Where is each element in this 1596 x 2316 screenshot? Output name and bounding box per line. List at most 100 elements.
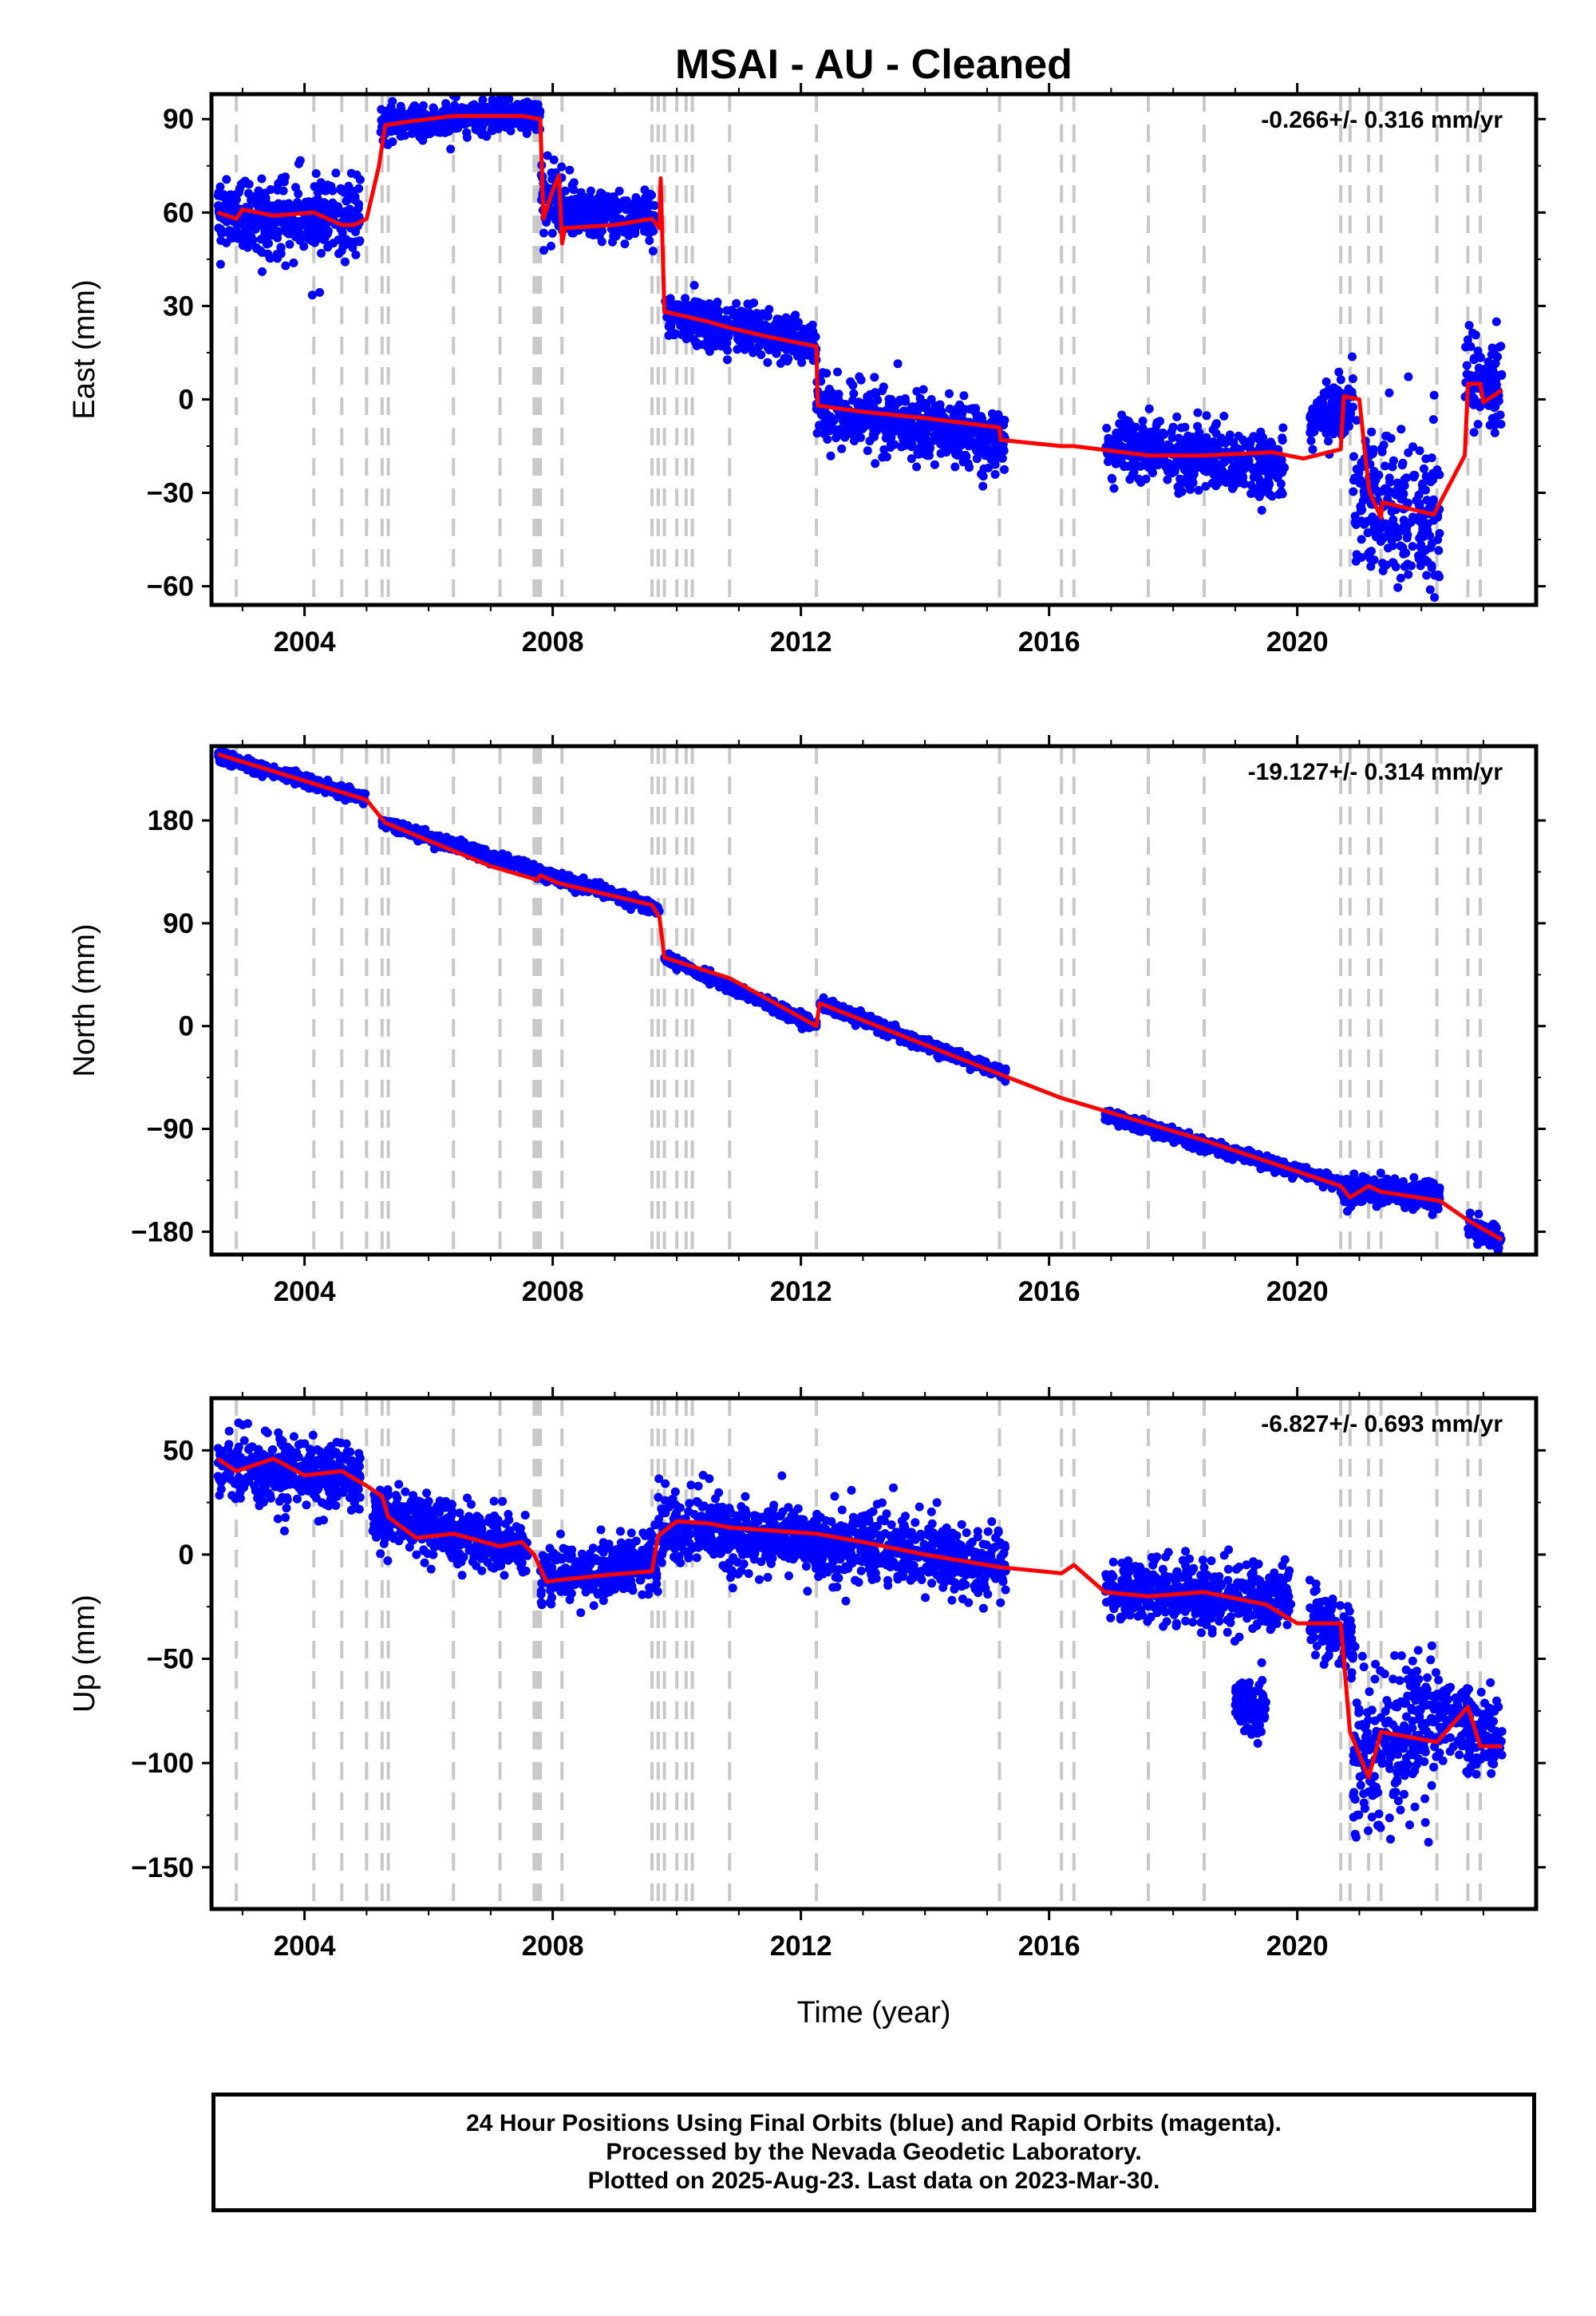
data-point bbox=[482, 132, 492, 141]
data-point bbox=[1372, 472, 1381, 482]
data-point bbox=[276, 243, 286, 253]
data-point bbox=[950, 462, 960, 472]
data-point bbox=[849, 389, 859, 398]
data-point bbox=[1109, 484, 1119, 493]
data-point bbox=[768, 338, 777, 347]
data-point bbox=[703, 332, 713, 342]
data-point bbox=[522, 128, 531, 137]
data-point bbox=[251, 243, 261, 252]
data-point bbox=[294, 189, 303, 199]
data-point bbox=[275, 227, 284, 236]
data-point bbox=[234, 234, 243, 243]
data-point bbox=[231, 190, 241, 200]
data-point bbox=[547, 228, 557, 238]
data-point bbox=[301, 217, 310, 227]
data-point bbox=[1110, 437, 1120, 446]
data-point bbox=[832, 425, 842, 435]
data-point bbox=[1352, 416, 1361, 425]
data-point bbox=[843, 422, 853, 432]
data-point bbox=[1202, 433, 1211, 442]
data-point bbox=[912, 462, 922, 472]
data-point bbox=[1220, 437, 1230, 446]
data-point bbox=[419, 826, 429, 836]
data-point bbox=[604, 205, 614, 215]
data-point bbox=[343, 212, 353, 222]
data-point bbox=[289, 258, 298, 267]
data-point bbox=[1325, 403, 1335, 413]
data-point bbox=[717, 331, 727, 341]
data-point bbox=[1416, 540, 1426, 550]
data-point bbox=[1377, 447, 1387, 456]
data-point bbox=[1473, 420, 1483, 429]
data-point bbox=[1422, 571, 1432, 580]
data-point bbox=[319, 222, 329, 231]
data-point bbox=[539, 246, 548, 255]
data-point bbox=[1494, 371, 1503, 381]
plot-area bbox=[214, 746, 1506, 1255]
data-point bbox=[924, 424, 934, 433]
data-point bbox=[1378, 566, 1388, 575]
data-point bbox=[315, 287, 325, 297]
data-point bbox=[1194, 485, 1203, 495]
data-point bbox=[565, 165, 575, 175]
data-point bbox=[613, 214, 622, 223]
data-point bbox=[961, 450, 970, 460]
data-point bbox=[907, 404, 917, 413]
data-point bbox=[1209, 470, 1219, 480]
data-point bbox=[576, 192, 586, 202]
data-point bbox=[977, 469, 986, 479]
y-tick-label: 30 bbox=[163, 290, 194, 322]
data-point bbox=[948, 430, 958, 440]
data-point bbox=[1373, 622, 1382, 630]
x-tick-label: 2004 bbox=[274, 626, 336, 658]
data-point bbox=[1404, 372, 1413, 381]
data-point bbox=[1356, 506, 1365, 516]
data-point bbox=[918, 385, 928, 394]
data-point bbox=[1124, 433, 1133, 443]
data-point bbox=[930, 460, 939, 469]
data-point bbox=[1428, 415, 1438, 425]
data-point bbox=[1180, 422, 1190, 432]
data-point bbox=[530, 100, 539, 109]
data-point bbox=[1207, 478, 1217, 488]
data-point bbox=[846, 377, 855, 386]
data-point bbox=[1466, 342, 1476, 351]
data-point bbox=[695, 302, 705, 311]
data-point bbox=[1462, 361, 1472, 370]
data-point bbox=[222, 175, 231, 184]
data-point bbox=[1174, 488, 1183, 498]
data-point bbox=[890, 440, 899, 449]
data-point bbox=[915, 393, 925, 403]
data-point bbox=[480, 105, 489, 114]
data-point bbox=[1422, 496, 1432, 505]
data-point bbox=[852, 432, 862, 441]
data-point bbox=[797, 358, 807, 367]
data-point bbox=[692, 341, 701, 350]
data-point bbox=[778, 317, 788, 326]
data-point bbox=[1257, 505, 1266, 515]
data-point bbox=[1418, 524, 1428, 534]
data-points bbox=[214, 746, 1506, 1255]
data-point bbox=[438, 121, 448, 130]
data-point bbox=[411, 102, 420, 112]
data-point bbox=[1430, 593, 1440, 603]
data-point bbox=[1255, 442, 1265, 452]
data-point bbox=[823, 435, 832, 444]
data-point bbox=[571, 888, 580, 897]
data-point bbox=[1193, 421, 1203, 431]
data-point bbox=[1410, 471, 1420, 480]
data-point bbox=[1349, 402, 1358, 412]
chart-title: MSAI - AU - Cleaned bbox=[675, 41, 1073, 88]
data-point bbox=[295, 203, 305, 212]
data-point bbox=[243, 222, 252, 231]
data-point bbox=[1336, 375, 1345, 385]
data-point bbox=[950, 441, 959, 449]
data-point bbox=[998, 453, 1007, 463]
plot-area bbox=[213, 94, 1507, 630]
data-point bbox=[274, 179, 283, 188]
data-point bbox=[1170, 444, 1179, 453]
data-point bbox=[1127, 441, 1136, 451]
data-point bbox=[543, 151, 552, 160]
data-point bbox=[1490, 428, 1499, 437]
data-point bbox=[1357, 535, 1366, 544]
